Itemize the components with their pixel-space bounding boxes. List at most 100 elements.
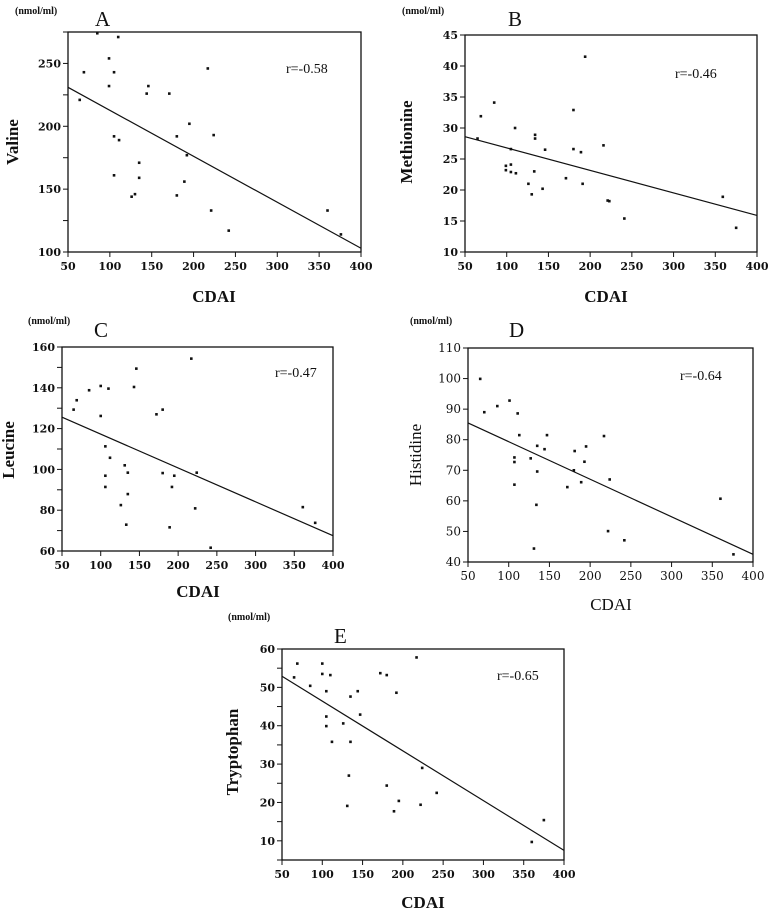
data-point (514, 171, 518, 175)
y-tick-label: 40 (443, 60, 459, 73)
x-tick-label: 100 (89, 559, 112, 572)
data-point (112, 70, 116, 74)
data-point (161, 471, 164, 475)
y-tick-label: 100 (32, 463, 55, 476)
x-axis-label: CDAI (176, 582, 220, 601)
x-tick-label: 200 (182, 260, 205, 273)
x-tick-label: 50 (54, 559, 70, 572)
data-point (87, 388, 91, 392)
data-point (583, 55, 587, 58)
data-point (78, 98, 82, 102)
data-point (145, 92, 148, 95)
y-tick-label: 15 (443, 215, 458, 228)
data-point (72, 408, 75, 411)
data-point (581, 182, 584, 186)
y-tick-label: 10 (260, 835, 276, 848)
data-point (345, 804, 349, 808)
data-point (123, 464, 127, 467)
data-point (349, 740, 352, 744)
data-point (209, 546, 212, 550)
x-tick-label: 300 (662, 260, 685, 273)
data-point (212, 133, 215, 137)
data-point (535, 503, 538, 507)
data-point (492, 101, 496, 104)
x-axis-label: CDAI (192, 287, 236, 306)
regression-line (281, 675, 565, 851)
data-point (168, 526, 171, 529)
unit-label: (nmol/ml) (15, 6, 57, 17)
data-point (108, 456, 112, 460)
data-point (579, 150, 583, 154)
plot-frame (464, 34, 758, 253)
data-point (107, 57, 111, 60)
data-point (296, 662, 299, 665)
x-tick-label: 50 (460, 569, 475, 583)
data-point (482, 410, 486, 414)
y-tick-label: 30 (260, 758, 276, 771)
y-tick-label: 60 (260, 643, 276, 656)
x-tick-label: 300 (244, 559, 267, 572)
data-point (608, 199, 611, 203)
x-tick-label: 350 (701, 569, 724, 583)
data-point (496, 404, 499, 408)
regression-line (67, 86, 362, 249)
data-point (513, 483, 516, 486)
data-point (326, 209, 329, 212)
y-tick-label: 160 (32, 341, 55, 354)
data-point (347, 774, 351, 777)
data-point (161, 408, 164, 411)
x-tick-label: 100 (98, 260, 121, 273)
data-point (341, 722, 345, 725)
data-point (513, 460, 516, 464)
data-point (395, 691, 398, 695)
data-point (130, 195, 133, 198)
y-axis-label: Leucine (0, 421, 18, 479)
y-tick-label: 90 (446, 402, 461, 416)
data-point (378, 671, 382, 675)
y-tick-label: 20 (443, 184, 459, 197)
data-point (543, 148, 547, 151)
data-point (532, 547, 536, 550)
x-tick-label: 150 (351, 868, 374, 881)
data-point (583, 460, 586, 464)
x-tick-label: 50 (457, 260, 473, 273)
data-point (535, 470, 539, 473)
x-tick-label: 150 (538, 569, 561, 583)
x-tick-label: 150 (140, 260, 163, 273)
panel-letter: D (509, 318, 524, 342)
data-point (124, 523, 128, 526)
x-tick-label: 300 (472, 868, 495, 881)
data-point (623, 217, 626, 220)
correlation-annotation: r=-0.65 (497, 669, 539, 684)
data-point (175, 194, 179, 197)
data-point (112, 174, 116, 177)
x-tick-label: 100 (311, 868, 334, 881)
y-tick-label: 50 (446, 524, 461, 538)
data-point (170, 485, 174, 489)
y-tick-label: 60 (446, 494, 461, 508)
data-point (313, 521, 317, 525)
x-tick-label: 200 (579, 569, 602, 583)
y-tick-label: 140 (32, 382, 55, 395)
data-point (572, 468, 576, 472)
data-point (132, 385, 136, 389)
y-tick-label: 45 (443, 29, 458, 42)
correlation-annotation: r=-0.47 (275, 366, 317, 381)
data-point (719, 497, 722, 501)
data-point (126, 492, 130, 496)
y-tick-label: 80 (446, 433, 461, 447)
data-point (476, 137, 479, 140)
data-point (509, 170, 513, 174)
unit-label: (nmol/ml) (228, 612, 270, 623)
data-point (116, 35, 120, 39)
x-tick-label: 200 (167, 559, 190, 572)
y-tick-label: 40 (260, 720, 276, 733)
data-point (172, 474, 176, 478)
data-point (572, 108, 575, 112)
data-point (349, 695, 352, 698)
data-point (513, 126, 517, 130)
x-tick-label: 50 (60, 260, 76, 273)
unit-label: (nmol/ml) (402, 6, 444, 17)
correlation-annotation: r=-0.58 (286, 62, 328, 77)
data-point (504, 164, 508, 168)
